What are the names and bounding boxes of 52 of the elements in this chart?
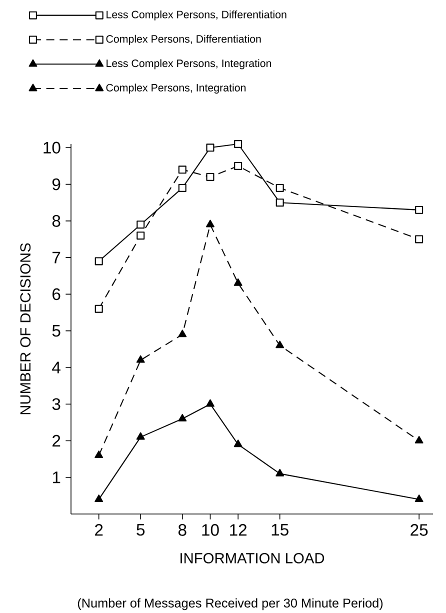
point xyxy=(178,414,187,422)
y-tick-label: 8 xyxy=(52,215,60,227)
y-tick-label: 6 xyxy=(52,288,60,300)
point xyxy=(206,220,214,228)
y-tick-label: 1 xyxy=(52,472,60,484)
point xyxy=(94,450,104,458)
y-tick-label: 10 xyxy=(44,142,60,154)
point xyxy=(94,494,104,502)
x-tick-label: 25 xyxy=(410,524,428,536)
point xyxy=(276,198,284,207)
legend-label: Less Complex Persons, Integration xyxy=(106,59,272,70)
point xyxy=(206,172,214,181)
point xyxy=(206,144,214,152)
y-tick-label: 2 xyxy=(52,434,60,447)
x-tick-label: 15 xyxy=(272,524,288,536)
point xyxy=(234,278,242,286)
point xyxy=(276,340,284,348)
legend-label: Less Complex Persons, Differentiation xyxy=(106,10,286,20)
y-tick-label: 4 xyxy=(52,362,60,374)
point xyxy=(136,232,145,240)
x-tick-label: 2 xyxy=(95,524,103,536)
point xyxy=(414,494,424,502)
point xyxy=(234,162,242,170)
y-tick-label: 9 xyxy=(52,178,60,190)
legend-label: Complex Persons, Integration xyxy=(106,84,246,94)
point xyxy=(94,257,103,266)
legend-label: Complex Persons, Differentiation xyxy=(106,34,261,45)
point xyxy=(415,235,424,244)
text: (Number of Messages Received per 30 Minute Period) xyxy=(78,598,383,610)
point xyxy=(178,166,186,174)
point xyxy=(136,432,145,440)
x-axis-title: INFORMATION LOAD xyxy=(180,553,324,564)
point xyxy=(276,468,284,476)
point xyxy=(178,184,186,192)
point xyxy=(415,206,424,214)
x-tick-label: 8 xyxy=(178,524,186,536)
point xyxy=(414,436,424,444)
x-tick-label: 5 xyxy=(136,524,145,536)
point xyxy=(234,140,242,148)
point xyxy=(276,184,284,192)
y-tick-label: 7 xyxy=(52,252,60,264)
x-tick-label: 12 xyxy=(230,524,246,536)
point xyxy=(94,304,103,313)
x-tick-label: 10 xyxy=(202,524,219,536)
y-tick-label: 3 xyxy=(52,398,60,410)
point xyxy=(136,355,145,363)
point xyxy=(206,399,214,407)
y-tick-label: 5 xyxy=(52,325,60,337)
point xyxy=(234,440,242,448)
point xyxy=(178,330,187,338)
y-axis-title: NUMBER OF DECISIONS xyxy=(20,243,31,414)
point xyxy=(136,220,145,229)
